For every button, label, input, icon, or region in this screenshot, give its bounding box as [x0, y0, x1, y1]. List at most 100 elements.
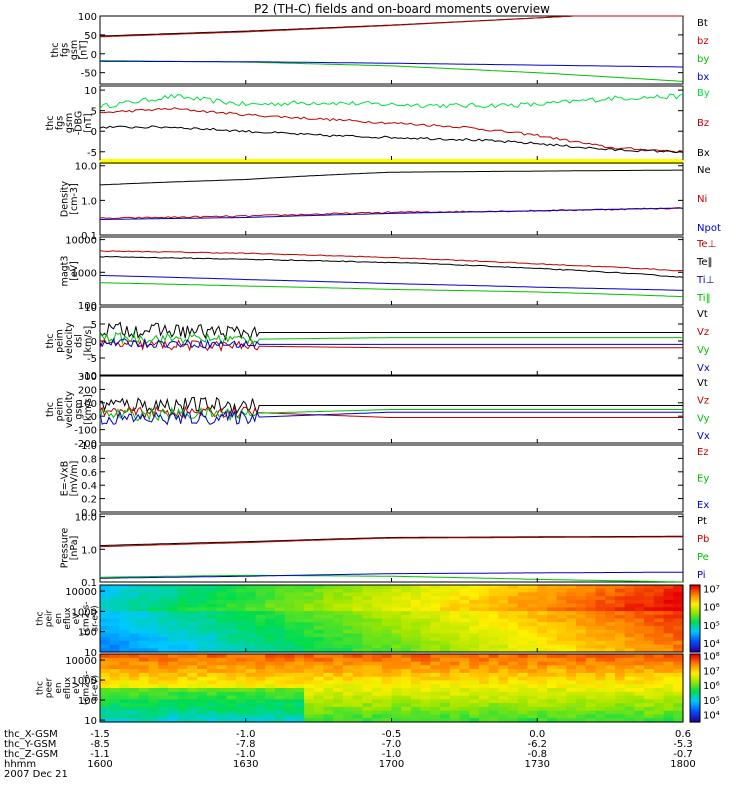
- spectrogram-cell: [440, 714, 451, 719]
- spectrogram-cell: [265, 648, 276, 653]
- y-tick-label: 0: [91, 337, 97, 348]
- y-axis-label: eflux: [63, 676, 73, 699]
- spectrogram-cell: [527, 684, 538, 689]
- spectrogram-cell: [673, 714, 684, 719]
- spectrogram-cell: [605, 665, 616, 670]
- spectrogram-cell: [566, 585, 577, 590]
- spectrogram-cell: [323, 644, 334, 649]
- spectrogram-cell: [576, 599, 587, 605]
- spectrogram-cell: [449, 611, 461, 616]
- spectrogram-cell: [653, 684, 665, 689]
- spectrogram-cell: [420, 654, 431, 659]
- spectrogram-cell: [624, 669, 635, 674]
- spectrogram-cell: [168, 611, 179, 616]
- spectrogram-cell: [556, 618, 567, 623]
- spectrogram-cell: [177, 695, 188, 700]
- spectrogram-cell: [459, 699, 470, 704]
- spectrogram-cell: [644, 706, 655, 712]
- spectrogram-cell: [634, 699, 645, 704]
- spectrogram-cell: [410, 654, 422, 659]
- y-tick-label: 1000: [72, 268, 97, 279]
- spectrogram-cell: [644, 637, 655, 642]
- y-tick-label: 5: [91, 320, 97, 331]
- spectrogram-cell: [498, 672, 509, 678]
- spectrogram-cell: [381, 585, 393, 590]
- spectrogram-cell: [391, 665, 402, 670]
- spectrogram-cell: [576, 718, 587, 723]
- spectrogram-cell: [236, 669, 247, 674]
- spectrogram-cell: [469, 603, 480, 608]
- spectrogram-cell: [109, 710, 120, 716]
- spectrogram-cell: [265, 588, 276, 593]
- spectrogram-cell: [313, 661, 325, 666]
- spectrogram-cell: [236, 611, 247, 616]
- spectrogram-cell: [410, 592, 422, 597]
- spectrogram-cell: [100, 699, 111, 704]
- spectrogram-cell: [372, 703, 383, 708]
- spectrogram-cell: [566, 688, 577, 693]
- spectrogram-cell: [294, 644, 305, 649]
- spectrogram-cell: [478, 585, 490, 590]
- spectrogram-cell: [663, 706, 674, 712]
- spectrogram-cell: [197, 714, 208, 719]
- spectrogram-cell: [410, 699, 422, 704]
- spectrogram-cell: [158, 618, 169, 623]
- spectrogram-cell: [556, 672, 567, 678]
- spectrogram-cell: [148, 592, 159, 597]
- spectrogram-cell: [119, 672, 130, 678]
- spectrogram-cell: [372, 633, 383, 638]
- spectrogram-cell: [508, 669, 519, 674]
- spectrogram-cell: [372, 596, 383, 601]
- spectrogram-cell: [556, 592, 567, 597]
- spectrogram-cell: [362, 607, 373, 612]
- spectrogram-cell: [585, 688, 597, 693]
- spectrogram-cell: [634, 585, 645, 590]
- spectrogram-cell: [323, 588, 334, 593]
- spectrogram-cell: [304, 592, 315, 597]
- spectrogram-cell: [653, 622, 665, 627]
- colorbar-cell: [690, 688, 700, 691]
- spectrogram-cell: [245, 672, 257, 678]
- spectrogram-cell: [430, 691, 441, 697]
- y-tick-label: 1000: [72, 607, 97, 618]
- spectrogram-cell: [362, 585, 373, 590]
- spectrogram-cell: [508, 654, 519, 659]
- spectrogram-cell: [381, 614, 393, 620]
- spectrogram-cell: [440, 614, 451, 620]
- spectrogram-cell: [508, 676, 519, 682]
- spectrogram-cell: [585, 718, 597, 723]
- spectrogram-cell: [274, 585, 286, 590]
- spectrogram-cell: [168, 665, 179, 670]
- spectrogram-cell: [216, 680, 227, 685]
- spectrogram-cell: [119, 706, 130, 712]
- spectrogram-cell: [663, 684, 674, 689]
- spectrogram-cell: [304, 695, 315, 700]
- spectrogram-cell: [187, 661, 198, 666]
- spectrogram-cell: [177, 618, 188, 623]
- spectrogram-cell: [605, 585, 616, 590]
- spectrogram-cell: [595, 710, 606, 716]
- spectrogram-cell: [372, 706, 383, 712]
- y-tick-label: 100: [78, 399, 97, 410]
- spectrogram-cell: [595, 625, 606, 631]
- spectrogram-cell: [226, 599, 237, 605]
- spectrogram-cell: [294, 629, 305, 634]
- spectrogram-cell: [459, 661, 470, 666]
- spectrogram-cell: [100, 680, 111, 685]
- spectrogram-cell: [673, 614, 684, 620]
- spectrogram-cell: [634, 599, 645, 605]
- spectrogram-cell: [634, 706, 645, 712]
- spectrogram-cell: [527, 657, 538, 663]
- spectrogram-cell: [508, 588, 519, 593]
- spectrogram-cell: [187, 614, 198, 620]
- y-axis-label: dsl: [74, 334, 85, 348]
- spectrogram-cell: [236, 657, 247, 663]
- spectrogram-cell: [508, 699, 519, 704]
- spectrogram-cell: [245, 596, 257, 601]
- spectrogram-cell: [498, 588, 509, 593]
- y-tick-label: 1.0: [81, 196, 97, 207]
- spectrogram-cell: [129, 695, 140, 700]
- spectrogram-cell: [197, 640, 208, 646]
